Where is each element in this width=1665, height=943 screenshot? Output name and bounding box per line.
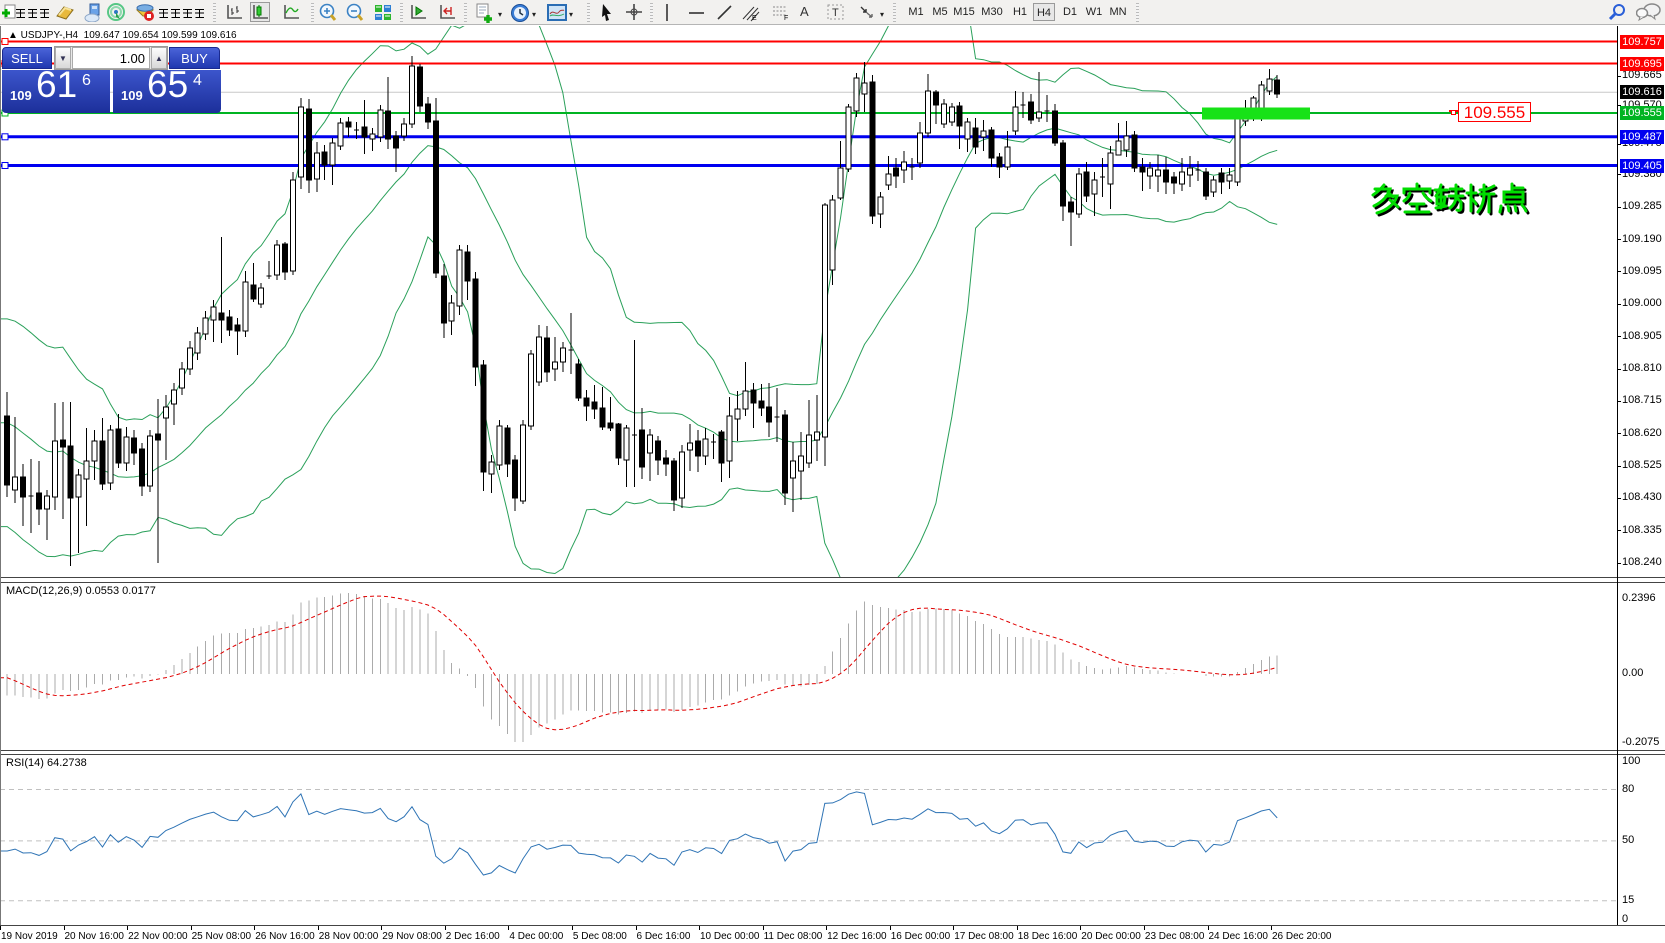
svg-text:E: E: [752, 15, 757, 22]
svg-text:T: T: [832, 7, 839, 19]
svg-text:F: F: [784, 15, 788, 22]
